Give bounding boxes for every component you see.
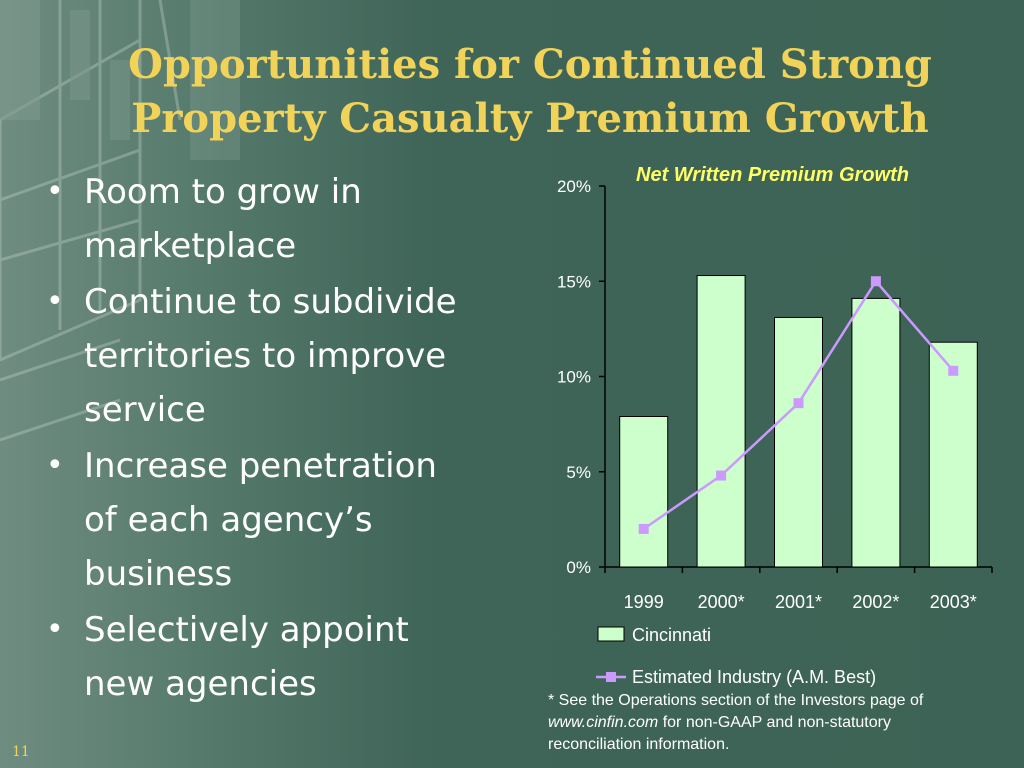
x-tick-label: 2001*: [775, 592, 822, 612]
bullet-list: • Room to grow in marketplace • Continue…: [42, 165, 512, 713]
slide-number: 11: [12, 744, 30, 760]
x-tick-label: 2002*: [852, 592, 899, 612]
legend-label-cincinnati: Cincinnati: [632, 625, 711, 645]
bullet-icon: •: [46, 612, 64, 647]
bullet-line: new agencies: [84, 664, 317, 704]
point-industry: [793, 398, 804, 409]
bar-cincinnati: [774, 316, 823, 568]
point-industry: [870, 276, 881, 287]
bar-cincinnati: [619, 416, 669, 568]
bar-cincinnati: [851, 297, 901, 568]
footnote-line1: * See the Operations section of the Inve…: [548, 692, 924, 709]
bullet-line: territories to improve: [84, 336, 447, 376]
point-industry: [638, 523, 649, 534]
legend-swatch-cincinnati: [597, 626, 625, 642]
point-industry: [716, 470, 727, 481]
chart-title: Net Written Premium Growth: [636, 164, 909, 186]
legend-marker-industry: [606, 672, 616, 682]
bullet-line: service: [84, 390, 206, 430]
bullet-item: • Room to grow in marketplace: [42, 165, 512, 273]
bullet-line: of each agency’s: [84, 500, 373, 540]
bullet-line: business: [84, 554, 233, 594]
bar-cincinnati: [928, 341, 978, 568]
y-tick-label: 15%: [557, 272, 591, 291]
x-tick-label: 2000*: [698, 592, 745, 612]
bullet-line: marketplace: [84, 226, 297, 266]
y-tick-label: 5%: [566, 463, 591, 482]
bullet-icon: •: [46, 174, 64, 209]
footnote-line2: www.cinfin.com for non-GAAP and non-stat…: [548, 712, 1008, 734]
slide-title-line1: Opportunities for Continued Strong: [128, 41, 932, 88]
footnote-url: www.cinfin.com: [548, 714, 659, 731]
x-tick-label: 2003*: [930, 592, 977, 612]
footnote-line3: reconciliation information.: [548, 736, 730, 753]
point-industry: [948, 365, 959, 376]
legend-label-industry: Estimated Industry (A.M. Best): [632, 667, 876, 687]
bullet-line: Increase penetration: [84, 446, 437, 486]
footnote-line2-text: for non-GAAP and non-statutory: [658, 714, 891, 731]
bullet-icon: •: [46, 448, 64, 483]
y-tick-label: 0%: [566, 558, 591, 577]
bullet-icon: •: [46, 284, 64, 319]
bar-cincinnati: [696, 275, 746, 568]
bullet-line: Continue to subdivide: [84, 282, 457, 322]
bullet-line: Selectively appoint: [84, 610, 409, 650]
bullet-item: • Increase penetration of each agency’s …: [42, 439, 512, 601]
footnote: * See the Operations section of the Inve…: [548, 690, 1008, 756]
building-background-image: [0, 0, 240, 442]
y-tick-label: 10%: [557, 368, 591, 387]
y-tick-label: 20%: [557, 177, 591, 196]
slide-title-line2: Property Casualty Premium Growth: [131, 95, 929, 142]
x-tick-label: 1999: [624, 592, 664, 612]
bullet-line: Room to grow in: [84, 172, 362, 212]
slide-title: Opportunities for Continued Strong Prope…: [100, 38, 960, 146]
bullet-item: • Continue to subdivide territories to i…: [42, 275, 512, 437]
bullet-item: • Selectively appoint new agencies: [42, 603, 512, 711]
